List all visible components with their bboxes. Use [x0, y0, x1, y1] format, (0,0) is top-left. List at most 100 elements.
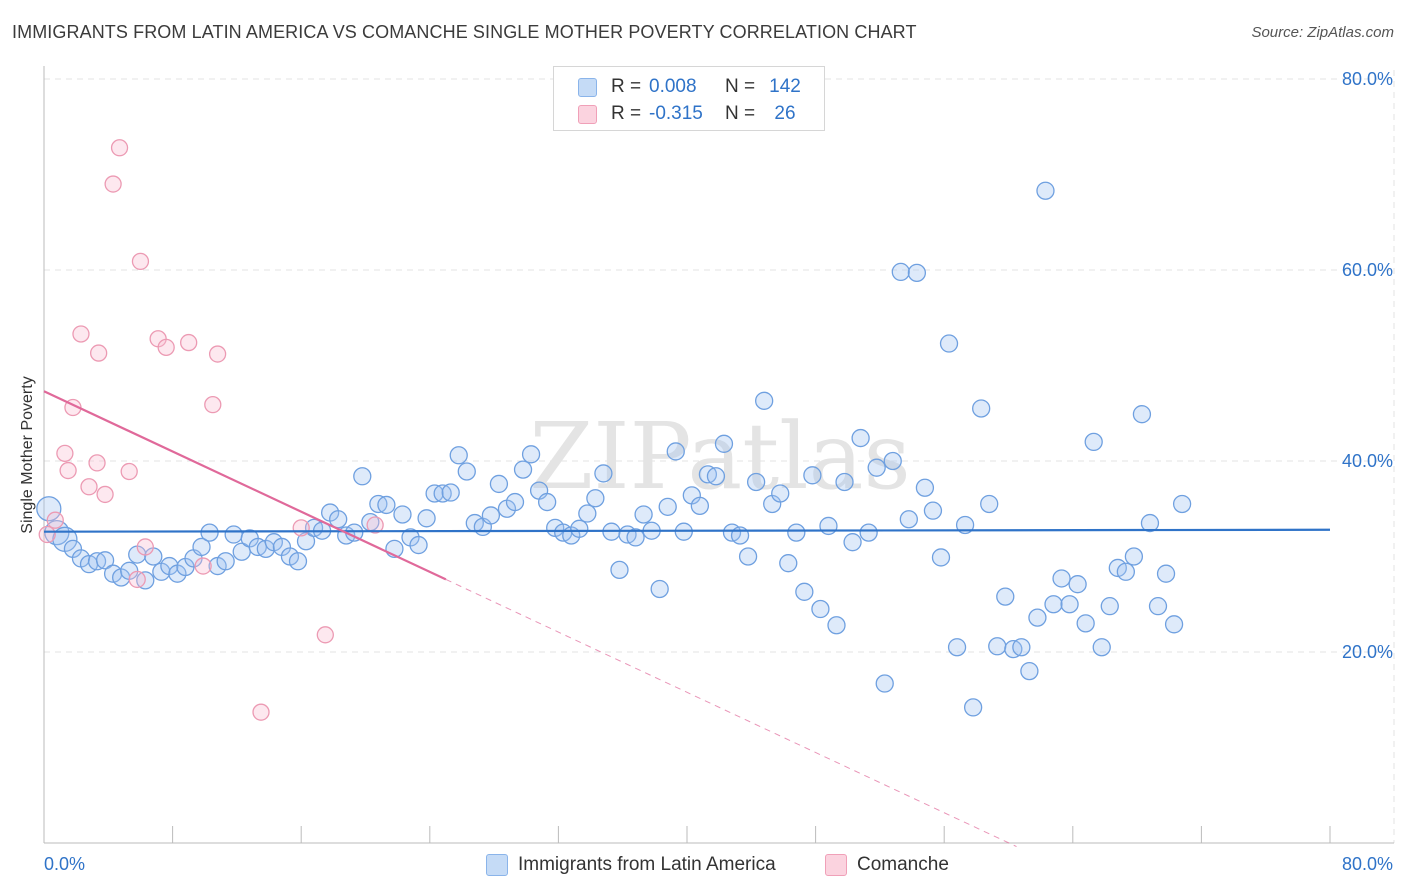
data-point-latin-america — [578, 504, 597, 523]
data-point-latin-america — [1100, 597, 1119, 616]
legend-swatch-blue — [486, 854, 508, 876]
data-point-comanche — [120, 462, 138, 481]
data-point-latin-america — [996, 587, 1015, 606]
data-point-latin-america — [537, 492, 557, 512]
legend-r-label: R = — [611, 76, 642, 97]
data-point-latin-america — [875, 674, 894, 693]
data-point-comanche — [366, 516, 384, 534]
data-point-latin-america — [36, 496, 62, 522]
data-point-latin-america — [666, 442, 685, 461]
data-point-latin-america — [658, 497, 677, 516]
data-point-latin-america — [192, 537, 211, 557]
data-point-comanche — [56, 444, 74, 463]
data-point-latin-america — [1084, 432, 1103, 452]
legend-r-label: R = — [611, 103, 642, 124]
legend-swatch-blue — [578, 77, 597, 97]
data-point-latin-america — [859, 523, 878, 542]
data-point-comanche — [194, 557, 212, 575]
legend-item-comanche: Comanche — [825, 852, 949, 878]
data-point-latin-america — [586, 489, 605, 508]
data-point-latin-america — [329, 510, 348, 529]
data-point-latin-america — [224, 525, 243, 544]
data-point-latin-america — [891, 262, 910, 282]
legend-n-label: N = — [725, 103, 756, 124]
data-point-latin-america — [521, 445, 541, 464]
data-point-comanche — [110, 139, 129, 157]
legend-swatch-pink — [578, 104, 597, 124]
data-point-latin-america — [513, 460, 533, 479]
data-point-latin-america — [1028, 608, 1047, 627]
data-point-latin-america — [915, 478, 935, 497]
data-point-latin-america — [738, 547, 758, 566]
data-point-latin-america — [505, 492, 525, 512]
data-point-latin-america — [827, 616, 846, 635]
data-point-latin-america — [288, 552, 308, 571]
data-point-latin-america — [417, 509, 436, 528]
data-point-latin-america — [939, 334, 959, 353]
data-point-comanche — [72, 325, 90, 343]
legend-label-latin-america: Immigrants from Latin America — [518, 854, 776, 875]
data-point-latin-america — [947, 638, 967, 657]
data-point-comanche — [316, 626, 334, 644]
legend-item-latin-america: Immigrants from Latin America — [486, 852, 776, 878]
data-point-latin-america — [843, 533, 862, 552]
source-label: Source: ZipAtlas.com — [1251, 24, 1394, 41]
data-point-latin-america — [771, 484, 790, 503]
data-point-comanche — [104, 175, 122, 193]
data-point-comanche — [46, 511, 64, 529]
data-point-comanche — [90, 344, 108, 362]
data-point-latin-america — [393, 505, 412, 524]
data-point-comanche — [180, 333, 198, 352]
data-point-latin-america — [1124, 547, 1144, 566]
data-point-latin-america — [449, 446, 468, 465]
y-tick-label: 60.0% — [1342, 260, 1393, 280]
legend-row-pink: R = -0.315 N = 26 — [578, 101, 805, 127]
data-point-latin-america — [296, 532, 316, 551]
data-point-comanche — [136, 538, 154, 556]
legend-label-comanche: Comanche — [857, 854, 949, 875]
data-point-comanche — [80, 478, 98, 496]
data-point-comanche — [128, 570, 146, 589]
data-point-latin-america — [1092, 638, 1111, 657]
legend-n-value: 26 — [774, 103, 796, 124]
trend-line-comanche-extension — [445, 578, 1017, 848]
data-point-comanche — [96, 485, 114, 504]
data-point-latin-america — [95, 551, 115, 570]
data-point-latin-america — [811, 599, 830, 619]
watermark: ZIPatlas — [529, 403, 910, 510]
data-point-latin-america — [626, 528, 645, 547]
data-point-latin-america — [650, 579, 669, 599]
data-point-latin-america — [377, 495, 396, 515]
data-point-latin-america — [931, 548, 951, 567]
data-point-latin-america — [1076, 614, 1095, 633]
data-point-latin-america — [200, 523, 219, 542]
data-point-latin-america — [835, 472, 854, 492]
data-point-latin-america — [706, 467, 726, 486]
x-tick-label: 0.0% — [44, 854, 85, 874]
data-point-latin-america — [1020, 661, 1039, 681]
y-tick-label: 80.0% — [1342, 69, 1393, 89]
data-point-latin-america — [610, 560, 629, 580]
data-point-latin-america — [819, 516, 838, 536]
trend-line-latin-america — [43, 528, 1331, 533]
data-point-latin-america — [883, 451, 902, 471]
data-point-latin-america — [457, 462, 476, 481]
data-point-latin-america — [1148, 597, 1168, 616]
data-point-latin-america — [746, 472, 766, 492]
data-point-latin-america — [851, 428, 870, 448]
data-point-latin-america — [1172, 494, 1192, 514]
legend-n-label: N = — [725, 76, 756, 97]
x-tick-label: 80.0% — [1342, 854, 1393, 874]
legend-row-blue: R = 0.008 N = 142 — [578, 74, 805, 100]
data-point-latin-america — [634, 505, 653, 524]
data-point-latin-america — [216, 552, 235, 571]
data-point-comanche — [131, 252, 150, 271]
data-point-latin-america — [441, 483, 460, 502]
data-point-latin-america — [594, 464, 613, 483]
trend-line-comanche — [43, 390, 447, 581]
data-point-latin-america — [779, 554, 798, 573]
legend-n-value: 142 — [769, 76, 801, 97]
data-point-comanche — [252, 703, 270, 721]
y-tick-label: 20.0% — [1342, 642, 1393, 662]
data-point-latin-america — [1060, 595, 1079, 614]
